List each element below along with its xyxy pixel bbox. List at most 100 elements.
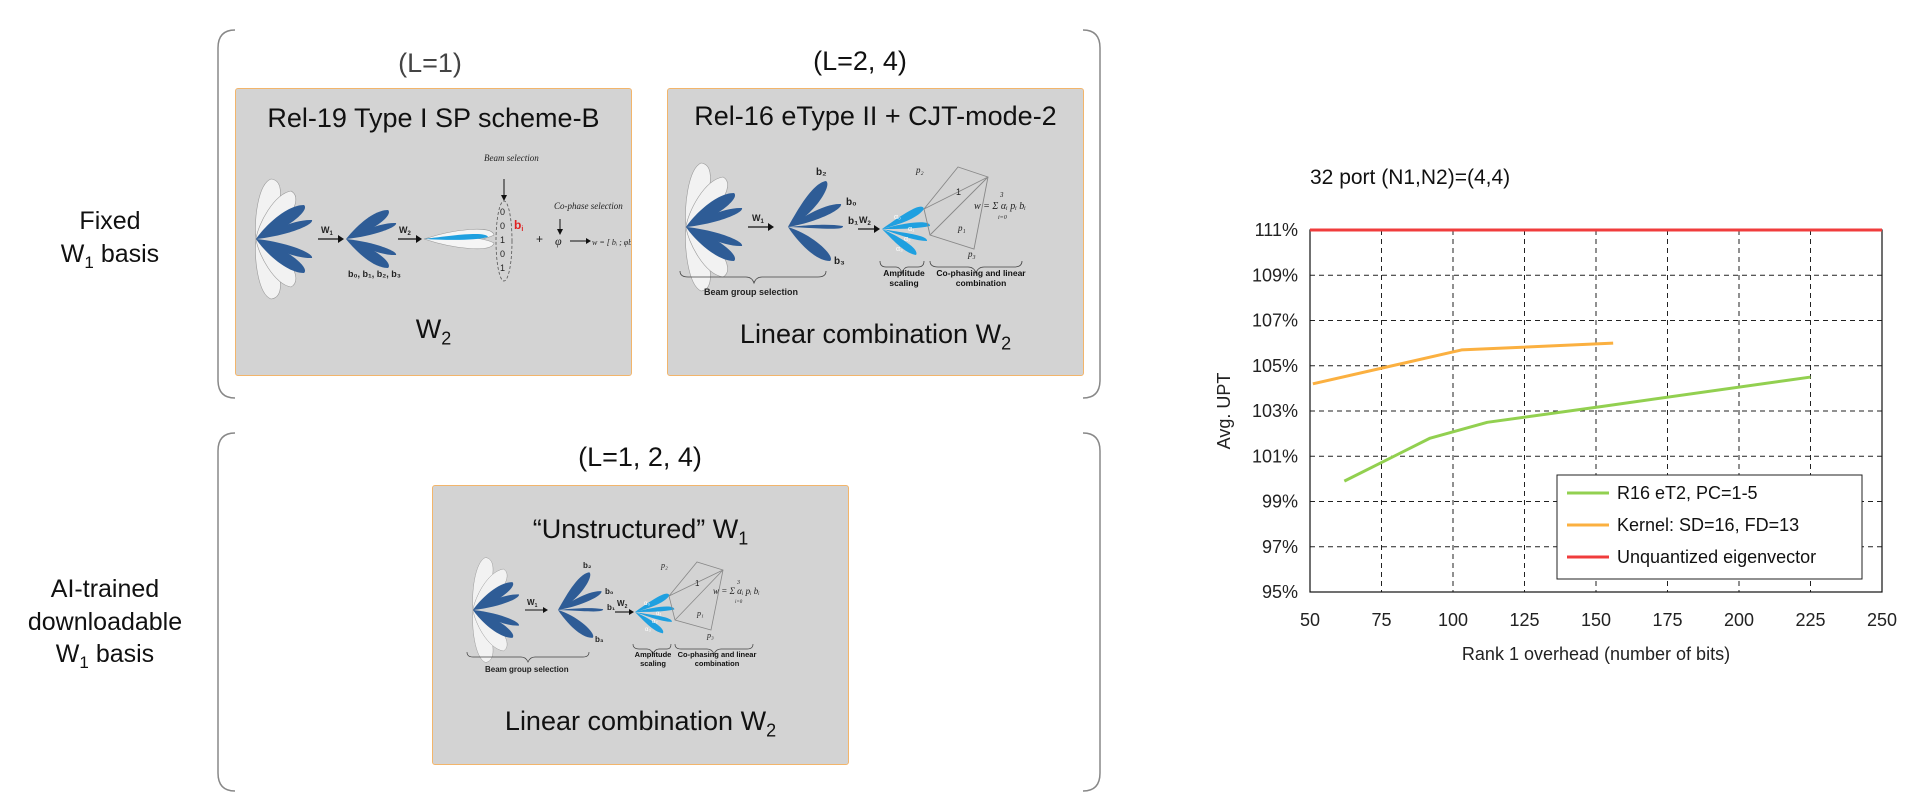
svg-text:α₀: α₀ xyxy=(644,601,650,607)
svg-text:3: 3 xyxy=(999,191,1004,199)
svg-text:b₁: b₁ xyxy=(848,216,858,227)
y-axis-label: Avg. UPT xyxy=(1214,373,1234,450)
legend-label-2: Unquantized eigenvector xyxy=(1617,547,1816,567)
x-tick-label: 200 xyxy=(1724,610,1754,630)
svg-text:W1: W1 xyxy=(752,213,765,225)
series-line-0 xyxy=(1343,375,1811,483)
x-tick-label: 50 xyxy=(1300,610,1320,630)
upt-chart: 95% 97% 99% 101% 103% 105% 107% 109% 111% 50 75 10… xyxy=(1214,220,1897,664)
svg-text:+: + xyxy=(536,232,543,246)
bracket-bottom-right xyxy=(1082,432,1101,792)
bracket-top-left xyxy=(217,29,236,399)
svg-text:b₀: b₀ xyxy=(605,587,614,596)
svg-text:b₀: b₀ xyxy=(846,197,857,208)
x-tick-label: 75 xyxy=(1371,610,1391,630)
svg-text:0: 0 xyxy=(500,249,505,259)
chart-legend: R16 eT2, PC=1-5 Kernel: SD=16, FD=13 Unqua… xyxy=(1556,474,1863,580)
x-axis-label: Rank 1 overhead (number of bits) xyxy=(1462,644,1730,664)
svg-text:1: 1 xyxy=(500,263,505,273)
svg-text:0: 0 xyxy=(500,221,505,231)
chart-title: 32 port (N1,N2)=(4,4) xyxy=(1310,166,1511,189)
y-tick-label: 107% xyxy=(1252,311,1298,331)
svg-text:W1: W1 xyxy=(321,225,334,237)
svg-text:1: 1 xyxy=(956,187,961,197)
y-tick-label: 97% xyxy=(1262,537,1298,557)
x-tick-label: 175 xyxy=(1652,610,1682,630)
panel-type-i: Rel-19 Type I SP scheme-B W1 xyxy=(235,88,632,376)
group-label-l24: (L=2, 4) xyxy=(813,46,907,76)
panel-unstructured-title: “Unstructured” W1 xyxy=(532,514,749,549)
group-label-l124: (L=1, 2, 4) xyxy=(578,442,702,472)
panel-etype-ii-title: Rel-16 eType II + CJT-mode-2 xyxy=(694,101,1057,131)
svg-text:1: 1 xyxy=(500,235,505,245)
svg-text:i=0: i=0 xyxy=(735,600,743,605)
svg-text:Co-phase selection: Co-phase selection xyxy=(554,201,623,211)
svg-text:α₂: α₂ xyxy=(652,619,658,625)
svg-text:p₂: p₂ xyxy=(915,165,924,175)
svg-text:Beam group selection: Beam group selection xyxy=(704,287,798,297)
bracket-top-right xyxy=(1082,29,1101,399)
y-tick-label: 103% xyxy=(1252,401,1298,421)
y-tick-label: 95% xyxy=(1262,582,1298,602)
x-tick-label: 225 xyxy=(1795,610,1825,630)
four-beams-icon xyxy=(346,210,397,268)
etype-diagram: W1 b₂ b₀ b₁ b₃ W2 α₀ α₁ α₂ α₃ p₂ 1 p₁ xyxy=(679,162,1026,297)
panel-type-i-title: Rel-19 Type I SP scheme-B xyxy=(267,103,600,133)
svg-text:α₁: α₁ xyxy=(656,611,662,617)
svg-text:w = Σ αᵢ pᵢ bᵢ: w = Σ αᵢ pᵢ bᵢ xyxy=(713,586,760,596)
row-label-fixed: Fixed W1 basis xyxy=(60,207,160,272)
svg-text:b₂: b₂ xyxy=(583,561,592,570)
svg-text:p₃: p₃ xyxy=(706,631,714,640)
svg-text:b₃: b₃ xyxy=(595,635,604,644)
chart-series xyxy=(1310,228,1882,483)
svg-text:φ: φ xyxy=(555,234,562,248)
svg-text:α₀: α₀ xyxy=(894,214,901,221)
brackets xyxy=(217,29,1101,792)
y-tick-label: 105% xyxy=(1252,356,1298,376)
svg-text:p₂: p₂ xyxy=(660,561,668,570)
series-line-1 xyxy=(1312,341,1614,386)
row-label-ai: AI-trained downloadable W1 basis xyxy=(27,575,183,672)
svg-text:p₃: p₃ xyxy=(967,249,976,259)
svg-text:b₃: b₃ xyxy=(834,256,845,267)
y-tick-labels: 95% 97% 99% 101% 103% 105% 107% 109% 111% xyxy=(1252,220,1298,602)
svg-text:i=0: i=0 xyxy=(998,215,1007,221)
svg-text:W2: W2 xyxy=(399,225,412,237)
type-i-diagram: W1 b₀, b₁, b₂, b₃ W2 0 0 1 0 1 bi Beam s… xyxy=(255,153,631,300)
svg-text:w = [ bᵢ ; φbᵢ ]: w = [ bᵢ ; φbᵢ ] xyxy=(592,238,631,247)
x-tick-labels: 50 75 100 125 150 175 200 225 250 xyxy=(1300,610,1897,630)
panel-unstructured: “Unstructured” W1 W1 b₂ b₀ xyxy=(432,485,849,765)
x-tick-label: 150 xyxy=(1581,610,1611,630)
y-tick-label: 99% xyxy=(1262,492,1298,512)
svg-text:Beam group selection: Beam group selection xyxy=(485,665,569,674)
svg-text:Beam selection: Beam selection xyxy=(484,153,539,163)
svg-text:w = Σ αᵢ pᵢ bᵢ: w = Σ αᵢ pᵢ bᵢ xyxy=(974,201,1026,212)
svg-text:W2: W2 xyxy=(617,599,628,610)
x-tick-label: 100 xyxy=(1438,610,1468,630)
group-label-l1: (L=1) xyxy=(398,48,462,78)
panel-unstructured-caption: Linear combination W2 xyxy=(504,706,777,741)
panel-etype-ii: Rel-16 eType II + CJT-mode-2 W1 xyxy=(667,88,1084,376)
svg-text:b₂: b₂ xyxy=(816,167,827,178)
legend-label-0: R16 eT2, PC=1-5 xyxy=(1617,483,1758,503)
svg-text:α₁: α₁ xyxy=(908,226,915,233)
beam-fan-icon xyxy=(255,178,313,300)
svg-text:α₃: α₃ xyxy=(645,627,651,633)
y-tick-label: 109% xyxy=(1252,265,1298,285)
svg-text:p₁: p₁ xyxy=(957,223,966,233)
svg-text:b₁: b₁ xyxy=(607,603,616,612)
y-tick-label: 101% xyxy=(1252,446,1298,466)
unstructured-diagram: W1 b₂ b₀ b₁ b₃ W2 α₀ α₁ α₂ α₃ p₂ 1 p₁ p₃… xyxy=(466,557,760,674)
x-tick-label: 250 xyxy=(1867,610,1897,630)
legend-label-1: Kernel: SD=16, FD=13 xyxy=(1617,515,1799,535)
x-tick-label: 125 xyxy=(1509,610,1539,630)
panel-type-i-caption: W2 xyxy=(415,314,452,349)
y-tick-label: 111% xyxy=(1255,220,1298,240)
svg-text:p₁: p₁ xyxy=(696,609,704,618)
bracket-bottom-left xyxy=(217,432,236,792)
svg-text:bi: bi xyxy=(514,218,523,233)
svg-text:0: 0 xyxy=(500,207,505,217)
svg-text:3: 3 xyxy=(736,580,740,586)
svg-text:1: 1 xyxy=(695,579,700,588)
svg-text:α₂: α₂ xyxy=(904,236,911,243)
